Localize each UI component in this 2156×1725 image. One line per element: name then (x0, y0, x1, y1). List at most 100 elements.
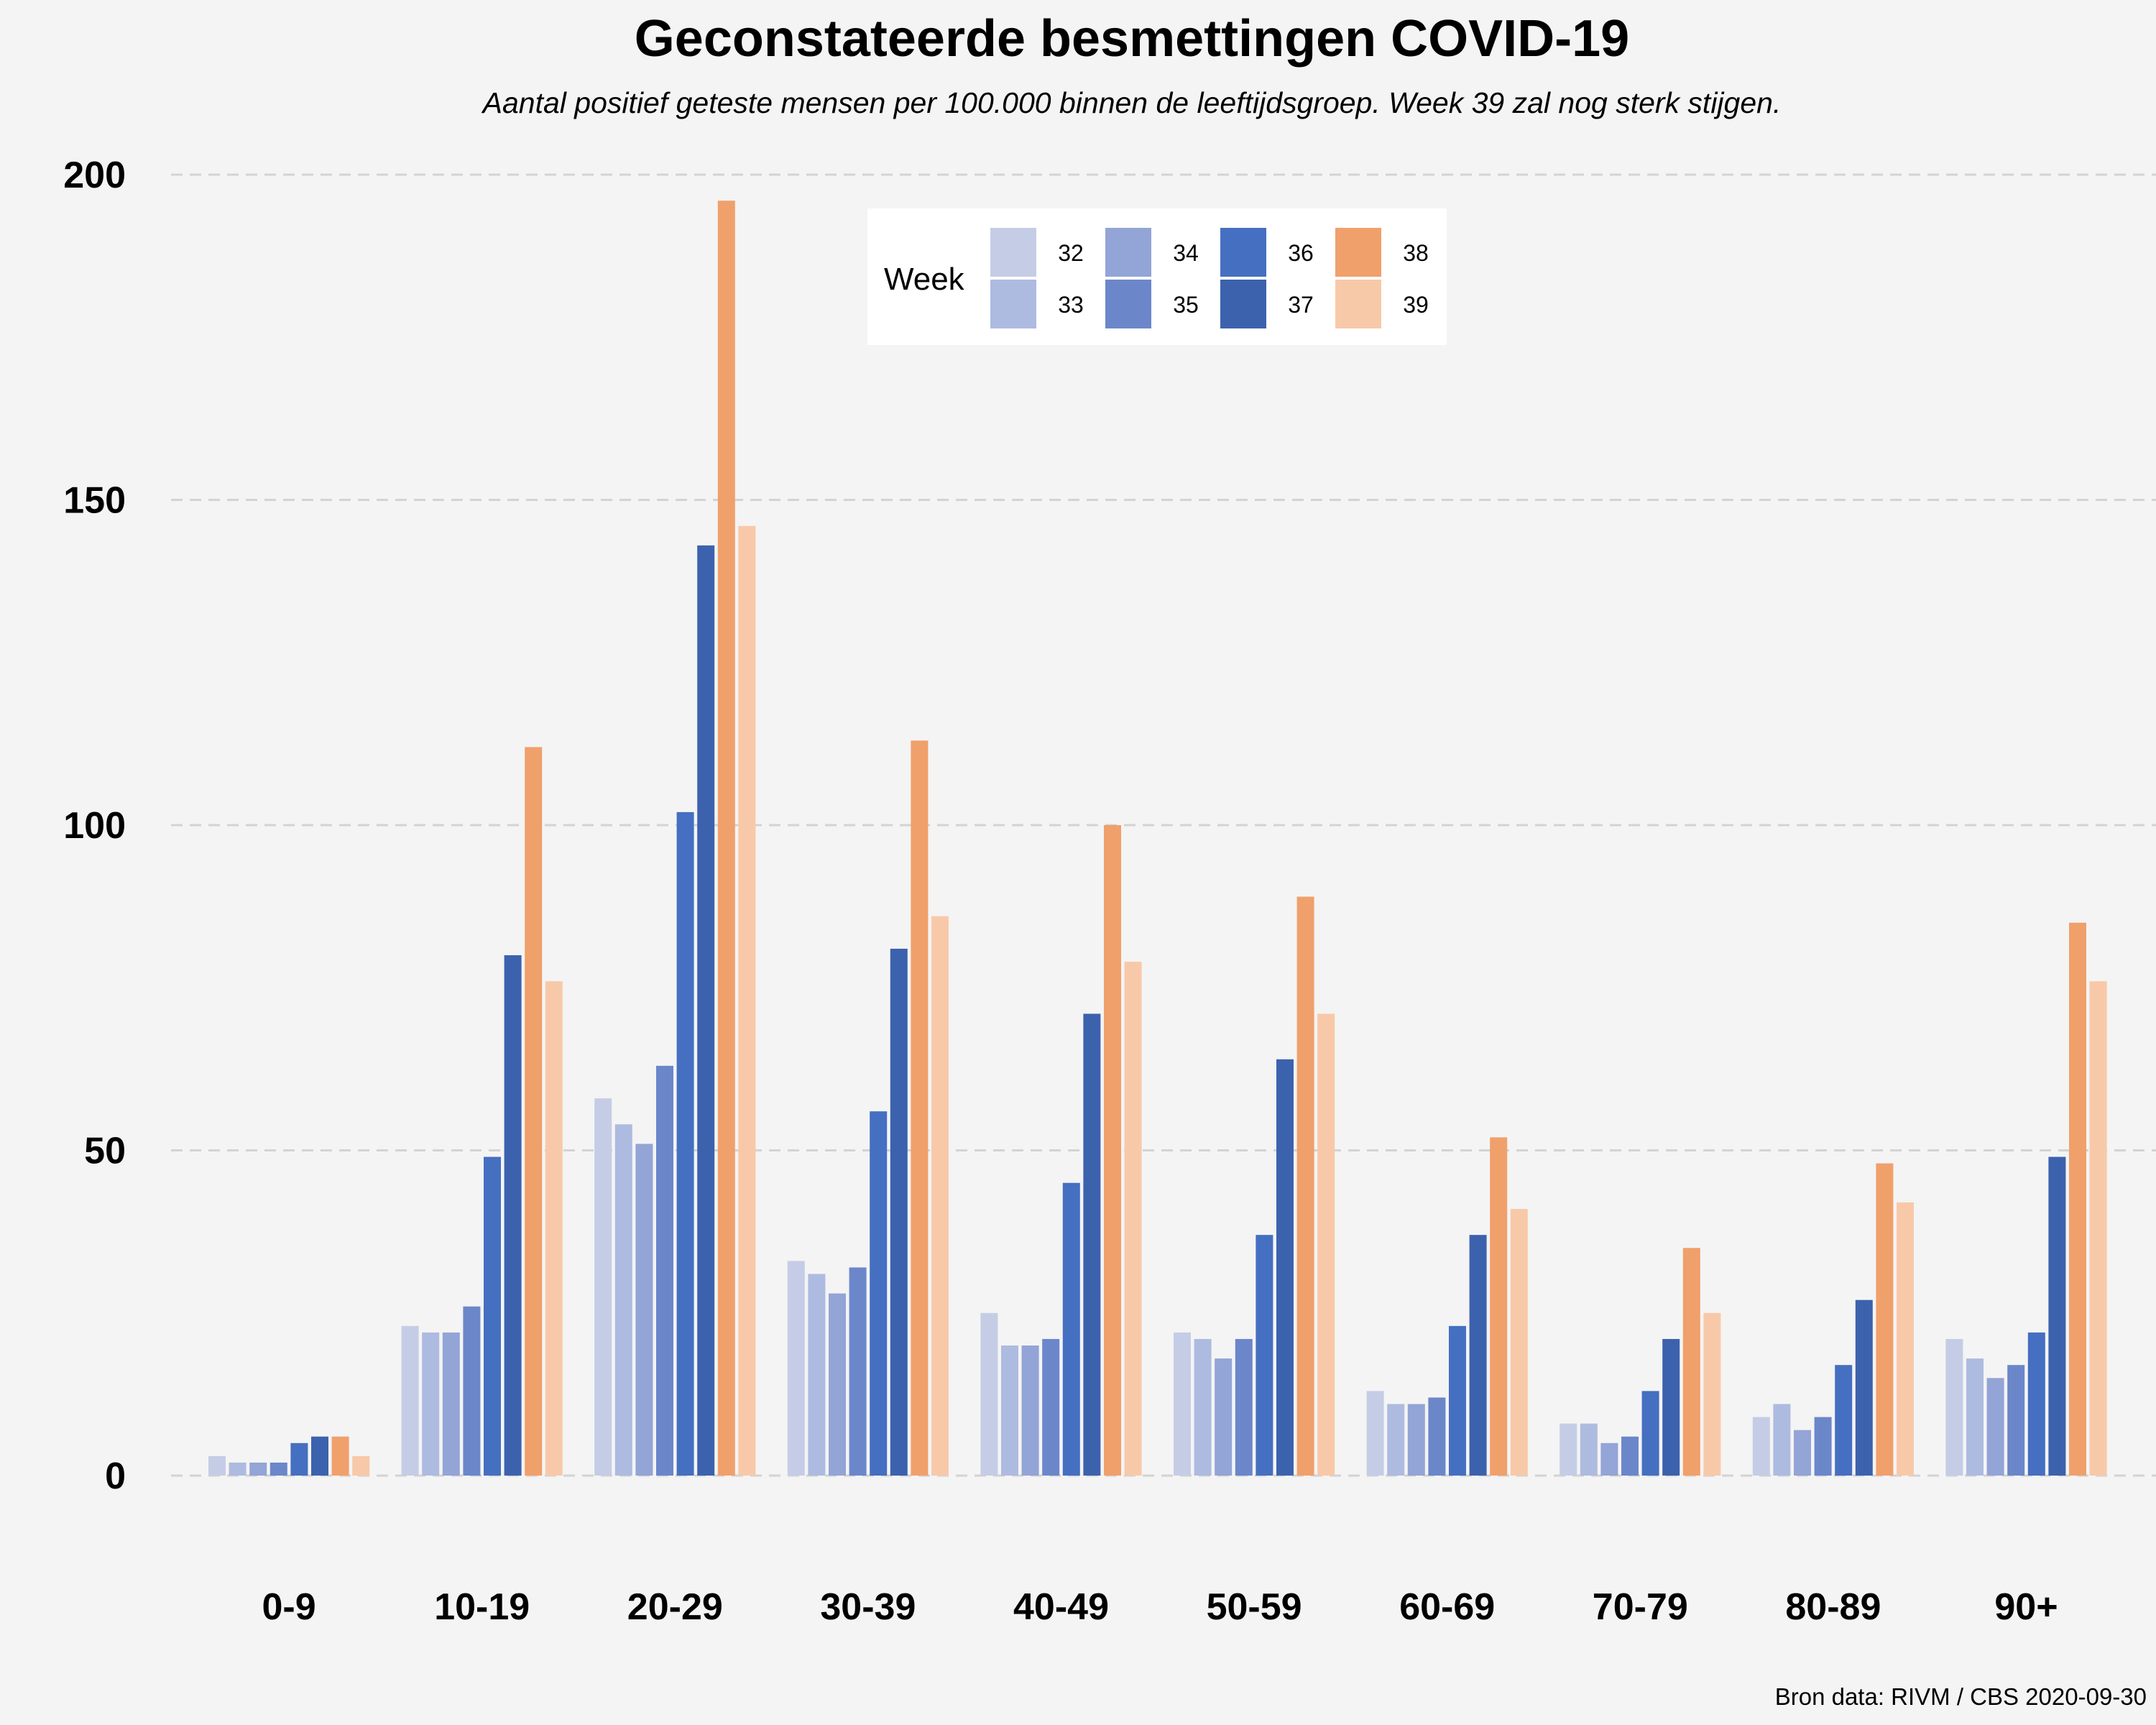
bar-80-89-week-34 (1794, 1430, 1811, 1476)
bar-60-69-week-37 (1469, 1235, 1487, 1476)
bar-90+-week-38 (2069, 922, 2086, 1476)
x-tick-label: 70-79 (1593, 1586, 1688, 1628)
x-tick-label: 60-69 (1399, 1586, 1495, 1628)
legend-swatch-week-38 (1335, 228, 1381, 277)
bar-50-59-week-37 (1276, 1059, 1294, 1476)
bar-20-29-week-35 (656, 1065, 673, 1476)
legend-label: 37 (1288, 292, 1314, 318)
bar-40-49-week-33 (1001, 1346, 1018, 1476)
bar-20-29-week-33 (614, 1124, 632, 1476)
bar-0-9-week-33 (229, 1462, 247, 1476)
bar-50-59-week-38 (1296, 896, 1314, 1476)
bar-10-19-week-32 (401, 1325, 419, 1476)
bar-40-49-week-34 (1021, 1346, 1039, 1476)
legend-swatch-week-33 (990, 280, 1036, 328)
bars (208, 201, 2107, 1476)
bar-0-9-week-38 (331, 1436, 349, 1476)
bar-30-39-week-32 (787, 1261, 805, 1476)
bar-10-19-week-39 (545, 981, 563, 1476)
bar-50-59-week-35 (1235, 1338, 1253, 1476)
bar-10-19-week-33 (422, 1332, 440, 1476)
x-tick-label: 30-39 (820, 1586, 916, 1628)
bar-40-49-week-32 (980, 1312, 998, 1476)
x-tick-label: 0-9 (262, 1586, 316, 1628)
legend-swatch-week-36 (1220, 228, 1266, 277)
bar-0-9-week-32 (208, 1455, 226, 1476)
bar-30-39-week-36 (870, 1111, 888, 1476)
legend-swatch-week-37 (1220, 280, 1266, 328)
bar-60-69-week-35 (1428, 1397, 1446, 1476)
bar-70-79-week-34 (1600, 1443, 1618, 1476)
bar-60-69-week-32 (1366, 1391, 1384, 1476)
bar-60-69-week-33 (1387, 1404, 1405, 1476)
bar-40-49-week-38 (1104, 825, 1121, 1476)
y-tick-label: 100 (63, 805, 126, 847)
bar-90+-week-37 (2048, 1156, 2066, 1476)
bar-90+-week-32 (1945, 1338, 1963, 1476)
y-tick-label: 50 (84, 1131, 126, 1172)
legend-swatch-week-34 (1105, 228, 1151, 277)
bar-30-39-week-35 (849, 1267, 867, 1476)
bar-30-39-week-33 (808, 1274, 826, 1476)
y-tick-label: 150 (63, 480, 126, 522)
x-tick-label: 40-49 (1013, 1586, 1109, 1628)
bar-70-79-week-33 (1580, 1423, 1598, 1476)
bar-0-9-week-36 (290, 1443, 308, 1476)
bar-0-9-week-39 (352, 1455, 370, 1476)
bar-90+-week-34 (1986, 1378, 2004, 1476)
bar-20-29-week-32 (594, 1098, 612, 1476)
bar-80-89-week-35 (1814, 1417, 1832, 1476)
bar-20-29-week-36 (676, 811, 694, 1476)
bar-0-9-week-35 (270, 1462, 287, 1476)
bar-50-59-week-32 (1174, 1332, 1191, 1476)
bar-10-19-week-34 (442, 1332, 460, 1476)
bar-10-19-week-37 (504, 955, 522, 1476)
bar-0-9-week-34 (249, 1462, 267, 1476)
legend-label: 39 (1403, 292, 1429, 318)
bar-30-39-week-38 (911, 740, 929, 1476)
legend-label: 34 (1173, 240, 1199, 266)
chart-subtitle: Aantal positief geteste mensen per 100.0… (481, 86, 1782, 119)
legend-swatch-week-39 (1335, 280, 1381, 328)
bar-70-79-week-37 (1662, 1338, 1680, 1476)
chart-caption: Bron data: RIVM / CBS 2020-09-30 (1775, 1683, 2147, 1710)
bar-90+-week-39 (2089, 981, 2107, 1476)
bar-50-59-week-36 (1256, 1235, 1273, 1476)
x-tick-label: 20-29 (627, 1586, 723, 1628)
y-axis-tick-labels: 0 50 100 150 200 (63, 155, 126, 1497)
legend-swatch-week-32 (990, 228, 1036, 277)
legend-label: 35 (1173, 292, 1199, 318)
bar-80-89-week-33 (1773, 1404, 1791, 1476)
bar-10-19-week-36 (484, 1156, 501, 1476)
legend-label: 33 (1058, 292, 1084, 318)
legend: Week 32 33 34 35 36 37 38 39 (867, 208, 1447, 345)
legend-title: Week (884, 262, 965, 297)
bar-40-49-week-36 (1062, 1182, 1080, 1476)
bar-30-39-week-39 (931, 916, 949, 1476)
y-tick-label: 200 (63, 155, 126, 196)
bar-90+-week-35 (2007, 1365, 2025, 1476)
legend-label: 38 (1403, 240, 1429, 266)
x-tick-label: 90+ (1994, 1586, 2058, 1628)
x-tick-label: 50-59 (1207, 1586, 1302, 1628)
bar-50-59-week-39 (1317, 1013, 1335, 1476)
bar-20-29-week-34 (635, 1144, 653, 1476)
bar-20-29-week-39 (738, 525, 756, 1476)
bar-70-79-week-32 (1560, 1423, 1577, 1476)
bar-50-59-week-34 (1215, 1358, 1233, 1476)
bar-40-49-week-37 (1083, 1013, 1101, 1476)
bar-70-79-week-39 (1703, 1312, 1721, 1476)
y-tick-label: 0 (105, 1455, 126, 1497)
bar-90+-week-33 (1966, 1358, 1984, 1476)
bar-80-89-week-37 (1855, 1300, 1873, 1476)
bar-20-29-week-37 (697, 545, 715, 1476)
bar-70-79-week-38 (1682, 1248, 1700, 1476)
bar-40-49-week-35 (1042, 1338, 1060, 1476)
bar-60-69-week-38 (1490, 1137, 1508, 1476)
x-tick-label: 80-89 (1785, 1586, 1881, 1628)
legend-label: 36 (1288, 240, 1314, 266)
bar-60-69-week-34 (1407, 1404, 1425, 1476)
bar-20-29-week-38 (717, 201, 735, 1476)
bar-30-39-week-37 (890, 948, 908, 1476)
